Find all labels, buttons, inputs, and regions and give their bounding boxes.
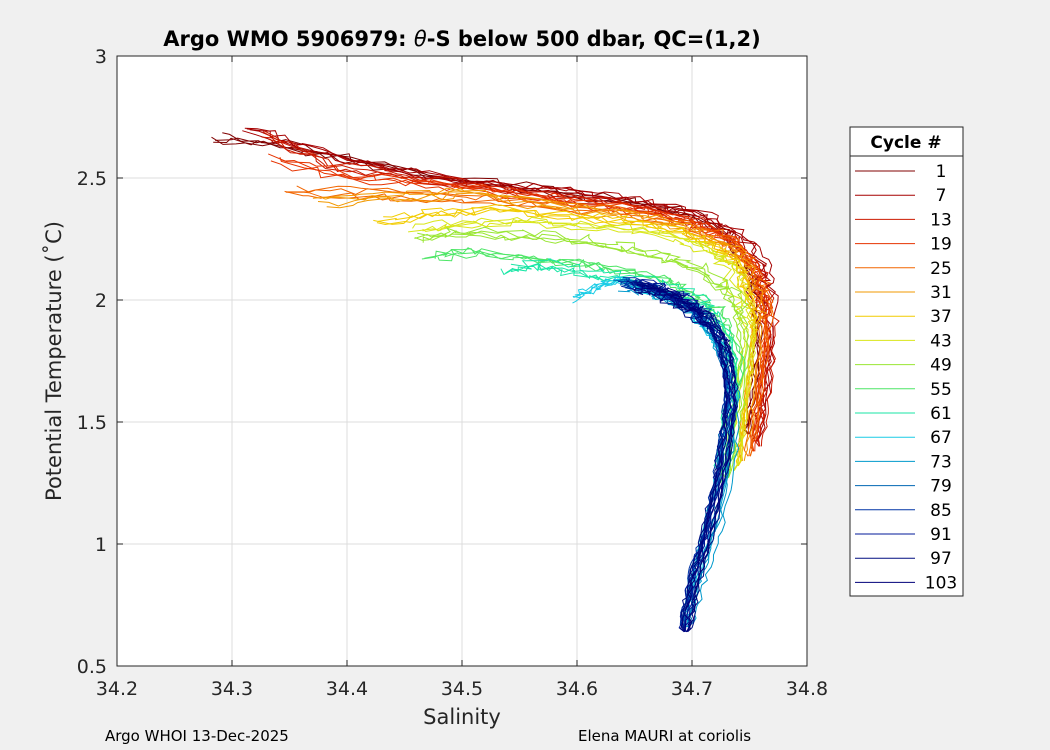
- x-tick-label: 34.5: [441, 678, 483, 700]
- series-line: [264, 130, 772, 447]
- legend-label: 43: [930, 331, 952, 351]
- legend-label: 13: [930, 210, 952, 230]
- footer-left: Argo WHOI 13-Dec-2025: [105, 727, 289, 745]
- series-line: [377, 207, 759, 467]
- legend: Cycle # 1 7 13 19 25 31 37 43 49 55 61 67 73 79 85 91 97…: [849, 126, 964, 597]
- legend-label: 7: [936, 186, 947, 206]
- series-line: [422, 231, 748, 479]
- legend-label: 25: [930, 259, 952, 279]
- series-line: [286, 188, 775, 457]
- y-tick-labels: 0.5 1 1.5 2 2.5 3: [77, 46, 107, 678]
- series-line: [268, 138, 780, 447]
- y-tick-label: 2: [95, 290, 107, 312]
- series-line: [641, 285, 736, 633]
- legend-label: 79: [930, 477, 952, 497]
- footer-right: Elena MAURI at coriolis: [578, 727, 751, 745]
- y-tick-label: 0.5: [77, 656, 107, 678]
- x-axis-label: Salinity: [423, 705, 501, 729]
- series-line: [637, 283, 737, 633]
- series-line: [422, 219, 755, 472]
- x-tick-label: 34.2: [96, 678, 138, 700]
- series-line: [417, 226, 751, 479]
- legend-label: 1: [936, 162, 947, 182]
- y-axis-label: Potential Temperature (˚C): [42, 221, 66, 501]
- x-tick-label: 34.6: [556, 678, 598, 700]
- series-layer: [211, 127, 780, 633]
- series-line: [422, 218, 757, 472]
- series-line: [296, 185, 773, 457]
- legend-title: Cycle #: [870, 133, 941, 153]
- series-line: [636, 284, 732, 632]
- series-line: [633, 287, 729, 633]
- legend-label: 19: [930, 235, 952, 255]
- y-tick-label: 3: [95, 46, 107, 68]
- legend-label: 31: [930, 283, 952, 303]
- legend-label: 49: [930, 356, 952, 376]
- legend-label: 67: [930, 428, 952, 448]
- chart-title: Argo WMO 5906979: θ-S below 500 dbar, QC…: [163, 27, 760, 51]
- y-tick-label: 1.5: [77, 412, 107, 434]
- legend-label: 61: [930, 404, 952, 424]
- grid-lines: [117, 56, 807, 666]
- tick-marks: [116, 55, 808, 667]
- y-tick-label: 2.5: [77, 168, 107, 190]
- legend-label: 103: [925, 573, 957, 593]
- y-tick-label: 1: [95, 534, 107, 556]
- x-tick-label: 34.8: [786, 678, 828, 700]
- legend-label: 97: [930, 549, 952, 569]
- series-line: [326, 192, 768, 462]
- x-tick-label: 34.4: [326, 678, 368, 700]
- x-tick-labels: 34.2 34.3 34.4 34.5 34.6 34.7 34.8: [96, 678, 828, 700]
- legend-label: 73: [930, 452, 952, 472]
- legend-label: 37: [930, 307, 952, 327]
- legend-label: 55: [930, 380, 952, 400]
- legend-label: 85: [930, 501, 952, 521]
- series-line: [510, 258, 739, 472]
- legend-label: 91: [930, 525, 952, 545]
- series-line: [280, 159, 774, 452]
- legend-box: [849, 126, 964, 597]
- x-tick-label: 34.7: [671, 678, 713, 700]
- legend-entries: 1 7 13 19 25 31 37 43 49 55 61 67 73 79 85 91 97 103: [855, 162, 957, 593]
- x-tick-label: 34.3: [211, 678, 253, 700]
